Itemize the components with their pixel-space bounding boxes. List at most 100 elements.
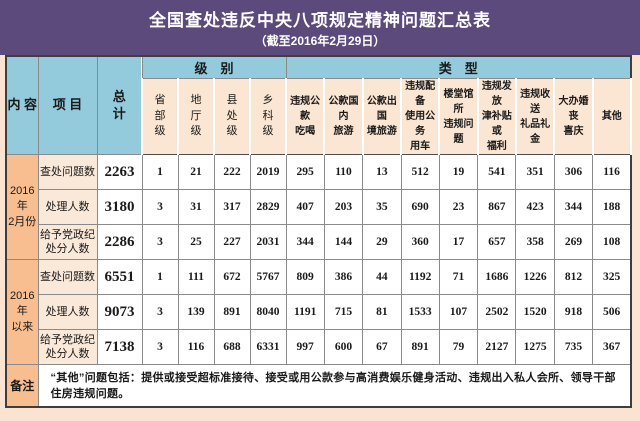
type-value-8: 108 [592, 224, 632, 260]
type-value-1: 386 [323, 259, 364, 295]
row-group-label: 2016年 2月份 [5, 154, 39, 260]
level-value-2: 317 [213, 189, 251, 225]
type-value-7: 812 [553, 259, 594, 295]
type-value-1: 203 [323, 189, 364, 225]
level-value-2: 891 [213, 294, 251, 330]
type-value-6: 351 [515, 154, 555, 190]
level-value-3: 6331 [249, 329, 287, 365]
col-header-type-3: 违规配备 使用公务 用车 [399, 78, 441, 155]
level-value-3: 2019 [249, 154, 287, 190]
col-header-type-6: 违规收送 礼品礼金 [514, 78, 556, 155]
note-row: 备注 “其他”问题包括：提供或接受超标准接待、接受或用公款参与高消费娱乐健身活动… [5, 364, 632, 407]
col-header-type-4: 楼堂馆所 违规问题 [438, 78, 479, 155]
type-value-1: 600 [323, 329, 364, 365]
total-value: 2286 [96, 224, 143, 260]
type-value-8: 367 [592, 329, 632, 365]
level-value-0: 1 [141, 154, 179, 190]
table-row: 给予党政纪 处分人数 2286 3 25 227 2031 344 144 29 360 17 657… [6, 224, 632, 260]
type-value-3: 690 [400, 189, 440, 225]
col-group-level: 级 别 [141, 55, 287, 79]
table-row: 2016年 2月份 查处问题数 2263 1 21 222 2019 295 110 13 512 1… [5, 154, 632, 260]
total-value: 2263 [96, 154, 143, 190]
total-value: 7138 [96, 329, 143, 365]
title-bar: 全国查处违反中央八项规定精神问题汇总表 （截至2016年2月29日） [0, 0, 640, 55]
type-value-3: 512 [400, 154, 440, 190]
type-value-0: 344 [285, 224, 325, 260]
type-value-8: 325 [592, 259, 632, 295]
level-value-0: 1 [141, 259, 179, 295]
note-label: 备注 [5, 364, 39, 407]
type-value-0: 1191 [285, 294, 325, 330]
col-header-level-3: 乡 科 级 [248, 78, 288, 155]
table-row: 处理人数 3180 3 31 317 2829 407 203 35 690 23 867 423 344… [6, 189, 632, 225]
col-header-type-5: 违规发放 津补贴或 福利 [476, 78, 517, 155]
level-value-1: 21 [177, 154, 215, 190]
type-value-7: 269 [553, 224, 594, 260]
row-item-label: 处理人数 [37, 294, 98, 330]
type-value-4: 17 [438, 224, 479, 260]
col-header-type-2: 公款出国 境旅游 [361, 78, 403, 155]
type-value-2: 13 [362, 154, 402, 190]
col-header-type-1: 公款国内 旅游 [323, 78, 364, 155]
col-header-level-2: 县 处 级 [213, 78, 251, 155]
type-value-5: 2502 [477, 294, 517, 330]
type-value-8: 506 [592, 294, 632, 330]
row-item-label: 给予党政纪 处分人数 [37, 224, 98, 260]
type-value-4: 79 [438, 329, 479, 365]
level-value-1: 25 [177, 224, 215, 260]
level-value-3: 2829 [249, 189, 287, 225]
type-value-7: 735 [553, 329, 594, 365]
row-item-label: 查处问题数 [37, 259, 98, 295]
col-header-item: 项 目 [37, 55, 98, 155]
type-value-2: 44 [362, 259, 402, 295]
type-value-5: 2127 [477, 329, 517, 365]
col-group-type: 类 型 [285, 55, 632, 79]
level-value-2: 672 [213, 259, 251, 295]
level-value-2: 222 [213, 154, 251, 190]
summary-table: 内 容 项 目 总 计 级 别 类 型 省 部 级地 厅 级县 处 级乡 科 级… [5, 55, 633, 408]
table-row: 2016年 以来 查处问题数 6551 1 111 672 5767 809 386 44 1192… [5, 259, 632, 365]
type-value-4: 23 [438, 189, 479, 225]
col-header-level-1: 地 厅 级 [177, 78, 215, 155]
total-value: 3180 [96, 189, 143, 225]
type-value-0: 997 [285, 329, 325, 365]
type-value-7: 918 [553, 294, 594, 330]
type-value-1: 110 [323, 154, 364, 190]
type-value-3: 360 [400, 224, 440, 260]
level-value-0: 3 [141, 224, 179, 260]
col-header-type-0: 违规公款 吃喝 [285, 78, 326, 155]
type-value-4: 71 [438, 259, 479, 295]
type-value-6: 1520 [515, 294, 555, 330]
type-value-3: 1533 [400, 294, 440, 330]
footer: 数据来源：中央纪委党风政风监督室 中央纪委监察部网站 制作 [0, 408, 640, 421]
row-item-label: 给予党政纪 处分人数 [37, 329, 98, 365]
table-row: 给予党政纪 处分人数 7138 3 116 688 6331 997 600 67 891 79 21… [6, 329, 632, 365]
level-value-2: 227 [213, 224, 251, 260]
header-row-columns: 省 部 级地 厅 级县 处 级乡 科 级违规公款 吃喝 公款国内 旅游 公款出国 境… [6, 78, 633, 155]
page-title: 全国查处违反中央八项规定精神问题汇总表 [149, 11, 491, 30]
level-value-0: 3 [141, 329, 179, 365]
col-header-level-0: 省 部 级 [141, 78, 179, 155]
total-value: 6551 [96, 259, 143, 295]
type-value-5: 541 [477, 154, 517, 190]
level-value-3: 2031 [249, 224, 287, 260]
col-header-content: 内 容 [5, 55, 39, 155]
type-value-5: 867 [477, 189, 517, 225]
type-value-7: 306 [553, 154, 594, 190]
level-value-2: 688 [213, 329, 251, 365]
col-header-total: 总 计 [96, 55, 143, 155]
type-value-8: 188 [592, 189, 632, 225]
type-value-6: 423 [515, 189, 555, 225]
type-value-6: 1226 [515, 259, 555, 295]
row-item-label: 处理人数 [37, 189, 98, 225]
level-value-3: 8040 [249, 294, 287, 330]
table-row: 处理人数 9073 3 139 891 8040 1191 715 81 1533 107 2502 1… [6, 294, 632, 330]
type-value-2: 81 [362, 294, 402, 330]
total-value: 9073 [96, 294, 143, 330]
type-value-5: 657 [477, 224, 517, 260]
type-value-6: 358 [515, 224, 555, 260]
type-value-0: 809 [285, 259, 325, 295]
type-value-4: 107 [438, 294, 479, 330]
note-text: “其他”问题包括：提供或接受超标准接待、接受或用公款参与高消费娱乐健身活动、违规… [37, 364, 632, 407]
